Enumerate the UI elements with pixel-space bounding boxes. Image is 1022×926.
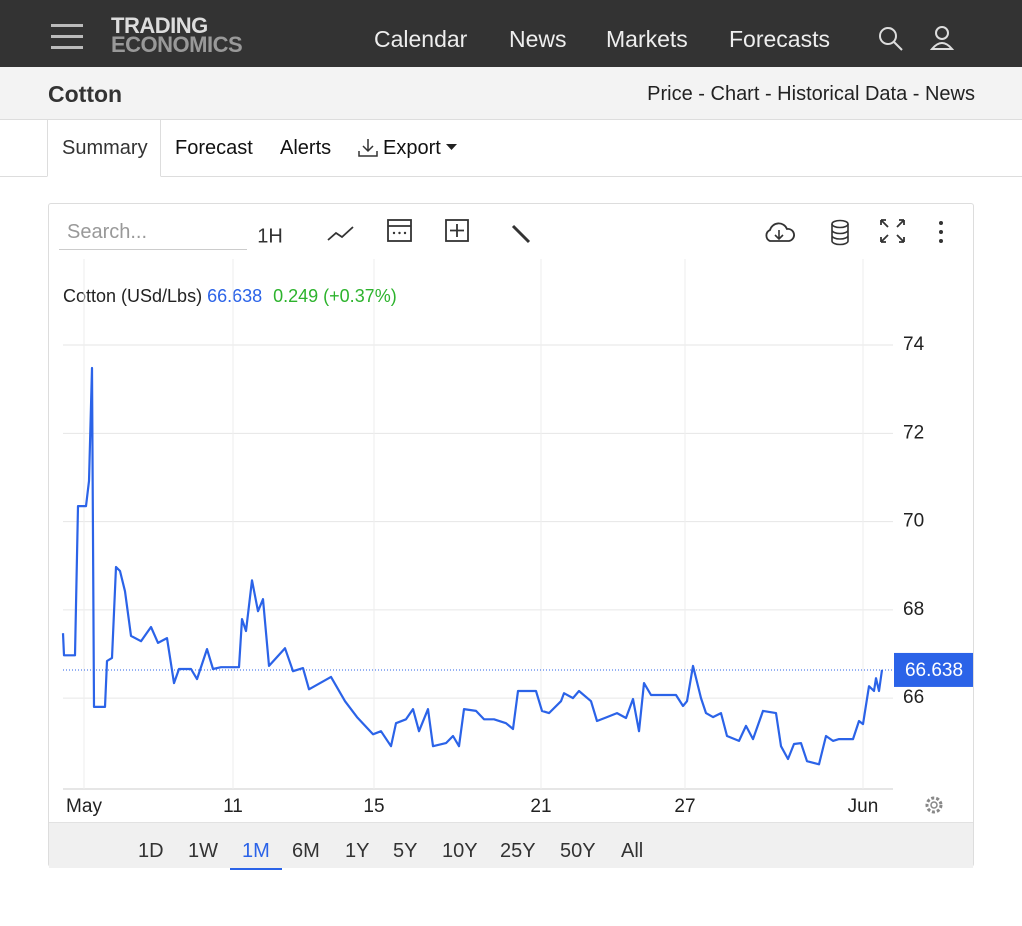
x-tick-label: 15 — [363, 796, 384, 817]
calendar-icon[interactable] — [387, 219, 412, 242]
search-icon[interactable] — [878, 26, 904, 52]
y-tick-label: 68 — [903, 599, 924, 620]
last-price-tag — [894, 652, 973, 687]
tab[interactable]: Alerts — [280, 137, 332, 159]
chart: 1H Cotton (USd/Lbs) 66.638 0.249 (+0.37%) … — [61, 219, 973, 817]
tab[interactable]: Export — [383, 137, 441, 159]
y-tick-label: 74 — [903, 334, 925, 355]
y-tick-label: 70 — [903, 511, 924, 532]
x-tick-label: 11 — [223, 796, 243, 817]
x-tick-label: 27 — [674, 796, 695, 817]
interval-button[interactable]: 1H — [257, 225, 283, 247]
top-bar: TRADING ECONOMICS Calendar News Markets F… — [0, 0, 1022, 67]
y-tick-label: 66 — [903, 687, 924, 708]
legend-title: Cotton (USd/Lbs) — [63, 286, 202, 306]
range-button[interactable]: 1Y — [345, 840, 370, 862]
x-tick-label: May — [66, 796, 102, 817]
logo-line: ECONOMICS — [111, 32, 243, 57]
range-button[interactable]: 50Y — [560, 840, 596, 862]
page-title: Cotton — [48, 81, 123, 107]
dropdown-caret — [446, 144, 457, 150]
menu-button[interactable] — [51, 24, 83, 57]
tab[interactable]: Forecast — [175, 137, 253, 159]
nav-link[interactable]: Calendar — [374, 26, 468, 52]
sub-header: Cotton Price - Chart - Historical Data -… — [0, 67, 1022, 120]
download-icon[interactable] — [765, 222, 795, 242]
range-button[interactable]: 6M — [292, 840, 320, 862]
logo-line: TRADING — [111, 13, 208, 38]
range-button[interactable]: 1M — [230, 840, 282, 870]
last-price-label: 66.638 — [905, 660, 963, 681]
search-input[interactable]: Search... — [59, 221, 247, 250]
line-type-icon[interactable] — [327, 226, 354, 241]
data-icon[interactable] — [831, 219, 849, 246]
tab[interactable]: Summary — [47, 120, 161, 177]
more-icon[interactable] — [939, 221, 943, 243]
logo[interactable]: TRADING ECONOMICS — [111, 13, 243, 57]
settings-wrench-icon[interactable] — [511, 224, 531, 244]
price-line — [61, 366, 884, 766]
range-bar: 1D 1W 1M 6M 1Y 5Y 10Y 25Y 50Y All — [49, 822, 973, 870]
nav-link[interactable]: Forecasts — [729, 26, 830, 52]
active-underline — [230, 868, 282, 870]
add-indicator-icon[interactable] — [445, 219, 469, 242]
range-button[interactable]: 1W — [188, 840, 218, 862]
range-button[interactable]: 25Y — [500, 840, 536, 862]
fullscreen-icon[interactable] — [880, 219, 905, 243]
x-tick-label: 21 — [530, 796, 551, 817]
settings-gear[interactable] — [925, 796, 943, 814]
chart-box: Search... 1H Cotton (USd/Lbs) 66.638 0.249… — [48, 203, 974, 870]
range-button[interactable]: 10Y — [442, 840, 478, 862]
legend-price: 66.638 — [207, 286, 262, 306]
nav-link[interactable]: Markets — [606, 26, 688, 52]
x-tick-label: Jun — [848, 796, 879, 817]
legend: Cotton (USd/Lbs) 66.638 0.249 (+0.37%) — [63, 286, 397, 306]
y-tick-label: 72 — [903, 422, 924, 443]
range-button[interactable]: All — [621, 840, 644, 862]
range-button[interactable]: 1D — [138, 840, 164, 862]
nav-link[interactable]: News — [509, 26, 567, 52]
legend-change: 0.249 (+0.37%) — [273, 286, 397, 306]
range-button[interactable]: 5Y — [393, 840, 418, 862]
tab-bar: Summary Forecast Alerts Export — [0, 120, 1022, 177]
user-icon[interactable] — [930, 25, 956, 51]
section-links[interactable]: Price - Chart - Historical Data - News — [647, 83, 975, 105]
export-icon — [358, 139, 378, 157]
